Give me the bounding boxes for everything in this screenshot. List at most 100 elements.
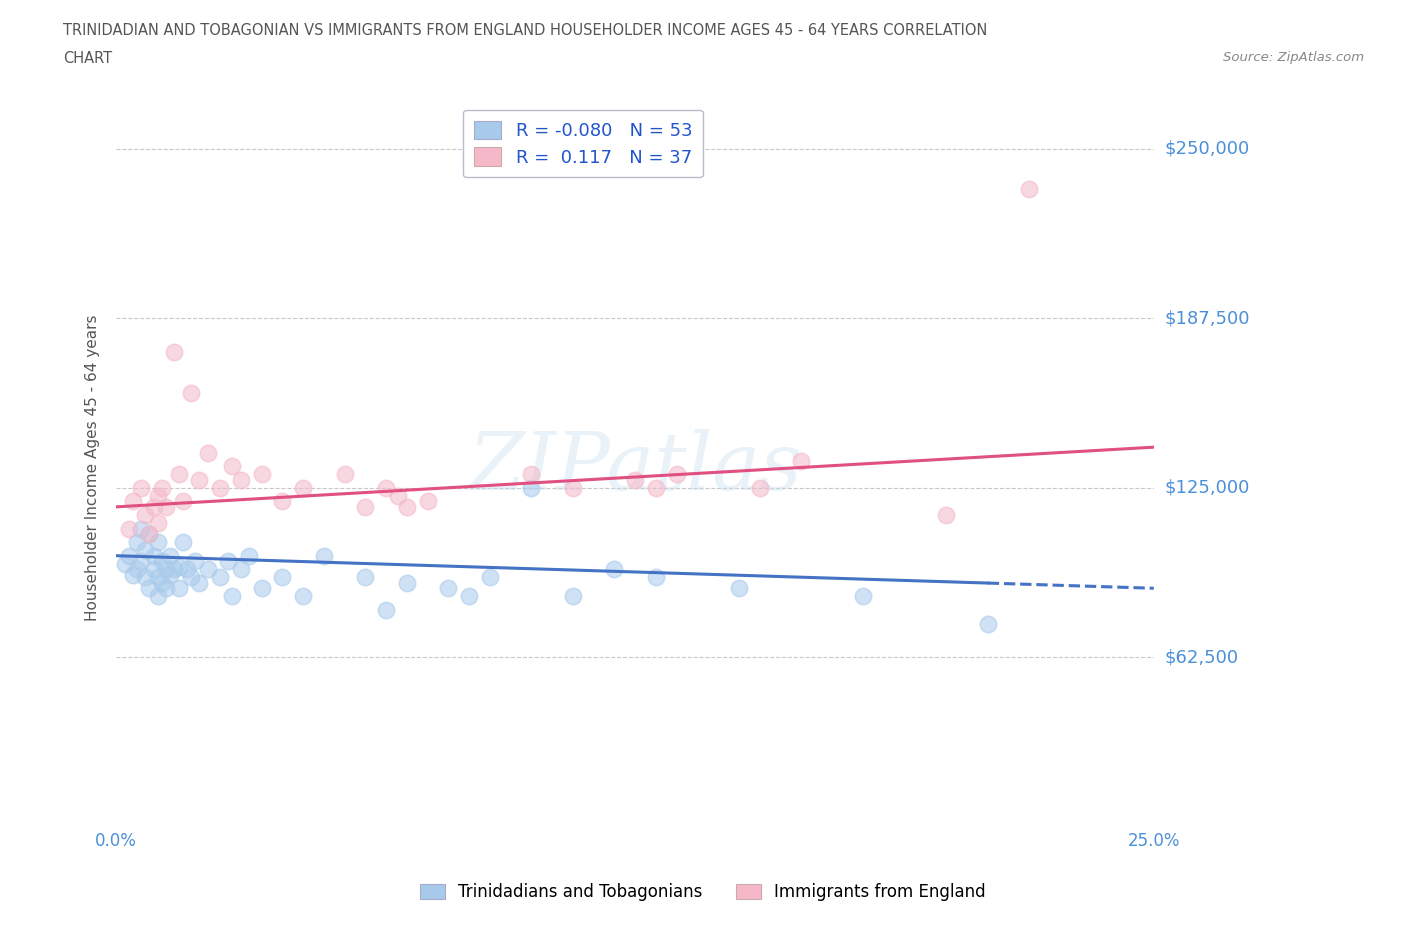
- Point: [221, 458, 243, 473]
- Point: [644, 570, 666, 585]
- Point: [229, 472, 252, 487]
- Point: [312, 549, 335, 564]
- Point: [150, 553, 173, 568]
- Point: [852, 589, 875, 604]
- Point: [122, 567, 145, 582]
- Point: [250, 467, 273, 482]
- Point: [122, 494, 145, 509]
- Point: [163, 345, 186, 360]
- Point: [665, 467, 688, 482]
- Point: [134, 543, 156, 558]
- Text: $62,500: $62,500: [1166, 648, 1239, 667]
- Point: [603, 562, 626, 577]
- Point: [520, 467, 543, 482]
- Point: [146, 488, 169, 503]
- Point: [375, 603, 398, 618]
- Point: [172, 535, 194, 550]
- Point: [977, 616, 1000, 631]
- Point: [163, 562, 186, 577]
- Point: [250, 581, 273, 596]
- Point: [142, 499, 165, 514]
- Legend: Trinidadians and Tobagonians, Immigrants from England: Trinidadians and Tobagonians, Immigrants…: [413, 876, 993, 908]
- Point: [155, 581, 177, 596]
- Point: [624, 472, 647, 487]
- Point: [935, 508, 957, 523]
- Text: CHART: CHART: [63, 51, 112, 66]
- Point: [180, 570, 202, 585]
- Point: [129, 481, 152, 496]
- Point: [271, 494, 294, 509]
- Point: [142, 562, 165, 577]
- Point: [180, 385, 202, 400]
- Point: [790, 453, 813, 468]
- Point: [416, 494, 439, 509]
- Point: [167, 559, 190, 574]
- Point: [561, 481, 583, 496]
- Point: [125, 562, 148, 577]
- Point: [129, 553, 152, 568]
- Point: [437, 581, 460, 596]
- Point: [146, 570, 169, 585]
- Point: [146, 516, 169, 531]
- Point: [354, 499, 377, 514]
- Point: [167, 581, 190, 596]
- Point: [354, 570, 377, 585]
- Point: [155, 499, 177, 514]
- Text: TRINIDADIAN AND TOBAGONIAN VS IMMIGRANTS FROM ENGLAND HOUSEHOLDER INCOME AGES 45: TRINIDADIAN AND TOBAGONIAN VS IMMIGRANTS…: [63, 23, 987, 38]
- Point: [176, 562, 198, 577]
- Point: [561, 589, 583, 604]
- Point: [229, 562, 252, 577]
- Legend: R = -0.080   N = 53, R =  0.117   N = 37: R = -0.080 N = 53, R = 0.117 N = 37: [463, 110, 703, 178]
- Point: [114, 556, 136, 571]
- Text: $125,000: $125,000: [1166, 479, 1250, 497]
- Point: [727, 581, 749, 596]
- Point: [150, 481, 173, 496]
- Point: [458, 589, 481, 604]
- Point: [375, 481, 398, 496]
- Point: [333, 467, 356, 482]
- Point: [138, 526, 160, 541]
- Point: [1018, 182, 1040, 197]
- Point: [150, 576, 173, 591]
- Point: [208, 481, 231, 496]
- Point: [748, 481, 770, 496]
- Point: [238, 549, 260, 564]
- Point: [395, 576, 418, 591]
- Point: [221, 589, 243, 604]
- Text: ZIPatlas: ZIPatlas: [468, 429, 801, 506]
- Point: [167, 467, 190, 482]
- Point: [118, 521, 141, 536]
- Point: [118, 549, 141, 564]
- Y-axis label: Householder Income Ages 45 - 64 years: Householder Income Ages 45 - 64 years: [86, 314, 100, 620]
- Point: [142, 549, 165, 564]
- Point: [292, 481, 315, 496]
- Point: [208, 570, 231, 585]
- Point: [520, 481, 543, 496]
- Point: [478, 570, 501, 585]
- Text: $187,500: $187,500: [1166, 310, 1250, 327]
- Point: [138, 581, 160, 596]
- Point: [138, 526, 160, 541]
- Point: [146, 535, 169, 550]
- Point: [146, 589, 169, 604]
- Point: [387, 488, 409, 503]
- Point: [134, 570, 156, 585]
- Point: [184, 553, 207, 568]
- Point: [188, 576, 211, 591]
- Point: [129, 521, 152, 536]
- Point: [172, 494, 194, 509]
- Point: [155, 562, 177, 577]
- Text: Source: ZipAtlas.com: Source: ZipAtlas.com: [1223, 51, 1364, 64]
- Point: [188, 472, 211, 487]
- Point: [159, 549, 181, 564]
- Point: [271, 570, 294, 585]
- Point: [134, 508, 156, 523]
- Point: [292, 589, 315, 604]
- Point: [197, 445, 219, 460]
- Point: [644, 481, 666, 496]
- Point: [159, 567, 181, 582]
- Text: $250,000: $250,000: [1166, 140, 1250, 158]
- Point: [125, 535, 148, 550]
- Point: [217, 553, 239, 568]
- Point: [197, 562, 219, 577]
